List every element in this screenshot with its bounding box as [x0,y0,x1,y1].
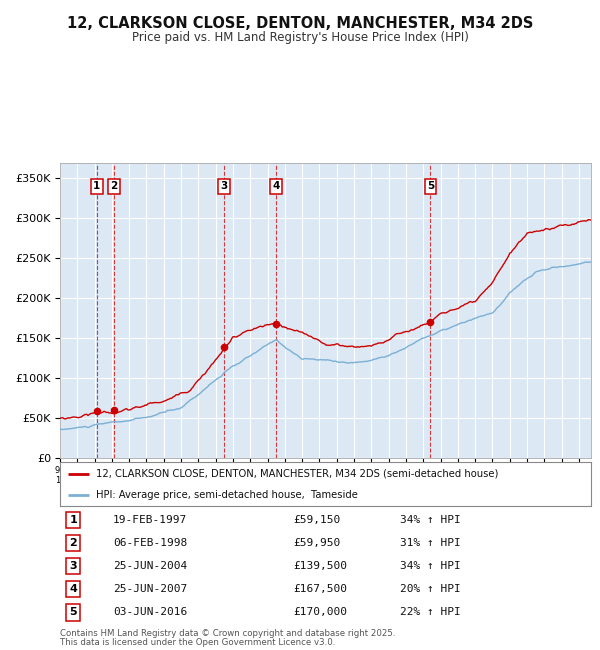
Text: 06-FEB-1998: 06-FEB-1998 [113,538,187,548]
Text: This data is licensed under the Open Government Licence v3.0.: This data is licensed under the Open Gov… [60,638,335,647]
Text: 22% ↑ HPI: 22% ↑ HPI [400,608,461,617]
Text: 3: 3 [220,181,227,192]
Text: 5: 5 [70,608,77,617]
Text: 3: 3 [70,561,77,571]
Text: 2: 2 [110,181,117,192]
Text: 5: 5 [427,181,434,192]
Text: 4: 4 [70,584,77,594]
Text: 1: 1 [70,515,77,525]
Text: £59,150: £59,150 [293,515,341,525]
Text: 12, CLARKSON CLOSE, DENTON, MANCHESTER, M34 2DS (semi-detached house): 12, CLARKSON CLOSE, DENTON, MANCHESTER, … [96,469,499,479]
Text: 31% ↑ HPI: 31% ↑ HPI [400,538,461,548]
Text: 25-JUN-2007: 25-JUN-2007 [113,584,187,594]
Text: HPI: Average price, semi-detached house,  Tameside: HPI: Average price, semi-detached house,… [96,489,358,500]
Text: 1: 1 [93,181,100,192]
Text: 03-JUN-2016: 03-JUN-2016 [113,608,187,617]
Text: 25-JUN-2004: 25-JUN-2004 [113,561,187,571]
Text: 19-FEB-1997: 19-FEB-1997 [113,515,187,525]
Text: 20% ↑ HPI: 20% ↑ HPI [400,584,461,594]
Text: £59,950: £59,950 [293,538,341,548]
Text: 34% ↑ HPI: 34% ↑ HPI [400,515,461,525]
Text: 2: 2 [70,538,77,548]
Text: Price paid vs. HM Land Registry's House Price Index (HPI): Price paid vs. HM Land Registry's House … [131,31,469,44]
Text: £139,500: £139,500 [293,561,347,571]
Text: 4: 4 [272,181,280,192]
Text: £170,000: £170,000 [293,608,347,617]
Text: 12, CLARKSON CLOSE, DENTON, MANCHESTER, M34 2DS: 12, CLARKSON CLOSE, DENTON, MANCHESTER, … [67,16,533,31]
Text: Contains HM Land Registry data © Crown copyright and database right 2025.: Contains HM Land Registry data © Crown c… [60,629,395,638]
Text: 34% ↑ HPI: 34% ↑ HPI [400,561,461,571]
Text: £167,500: £167,500 [293,584,347,594]
